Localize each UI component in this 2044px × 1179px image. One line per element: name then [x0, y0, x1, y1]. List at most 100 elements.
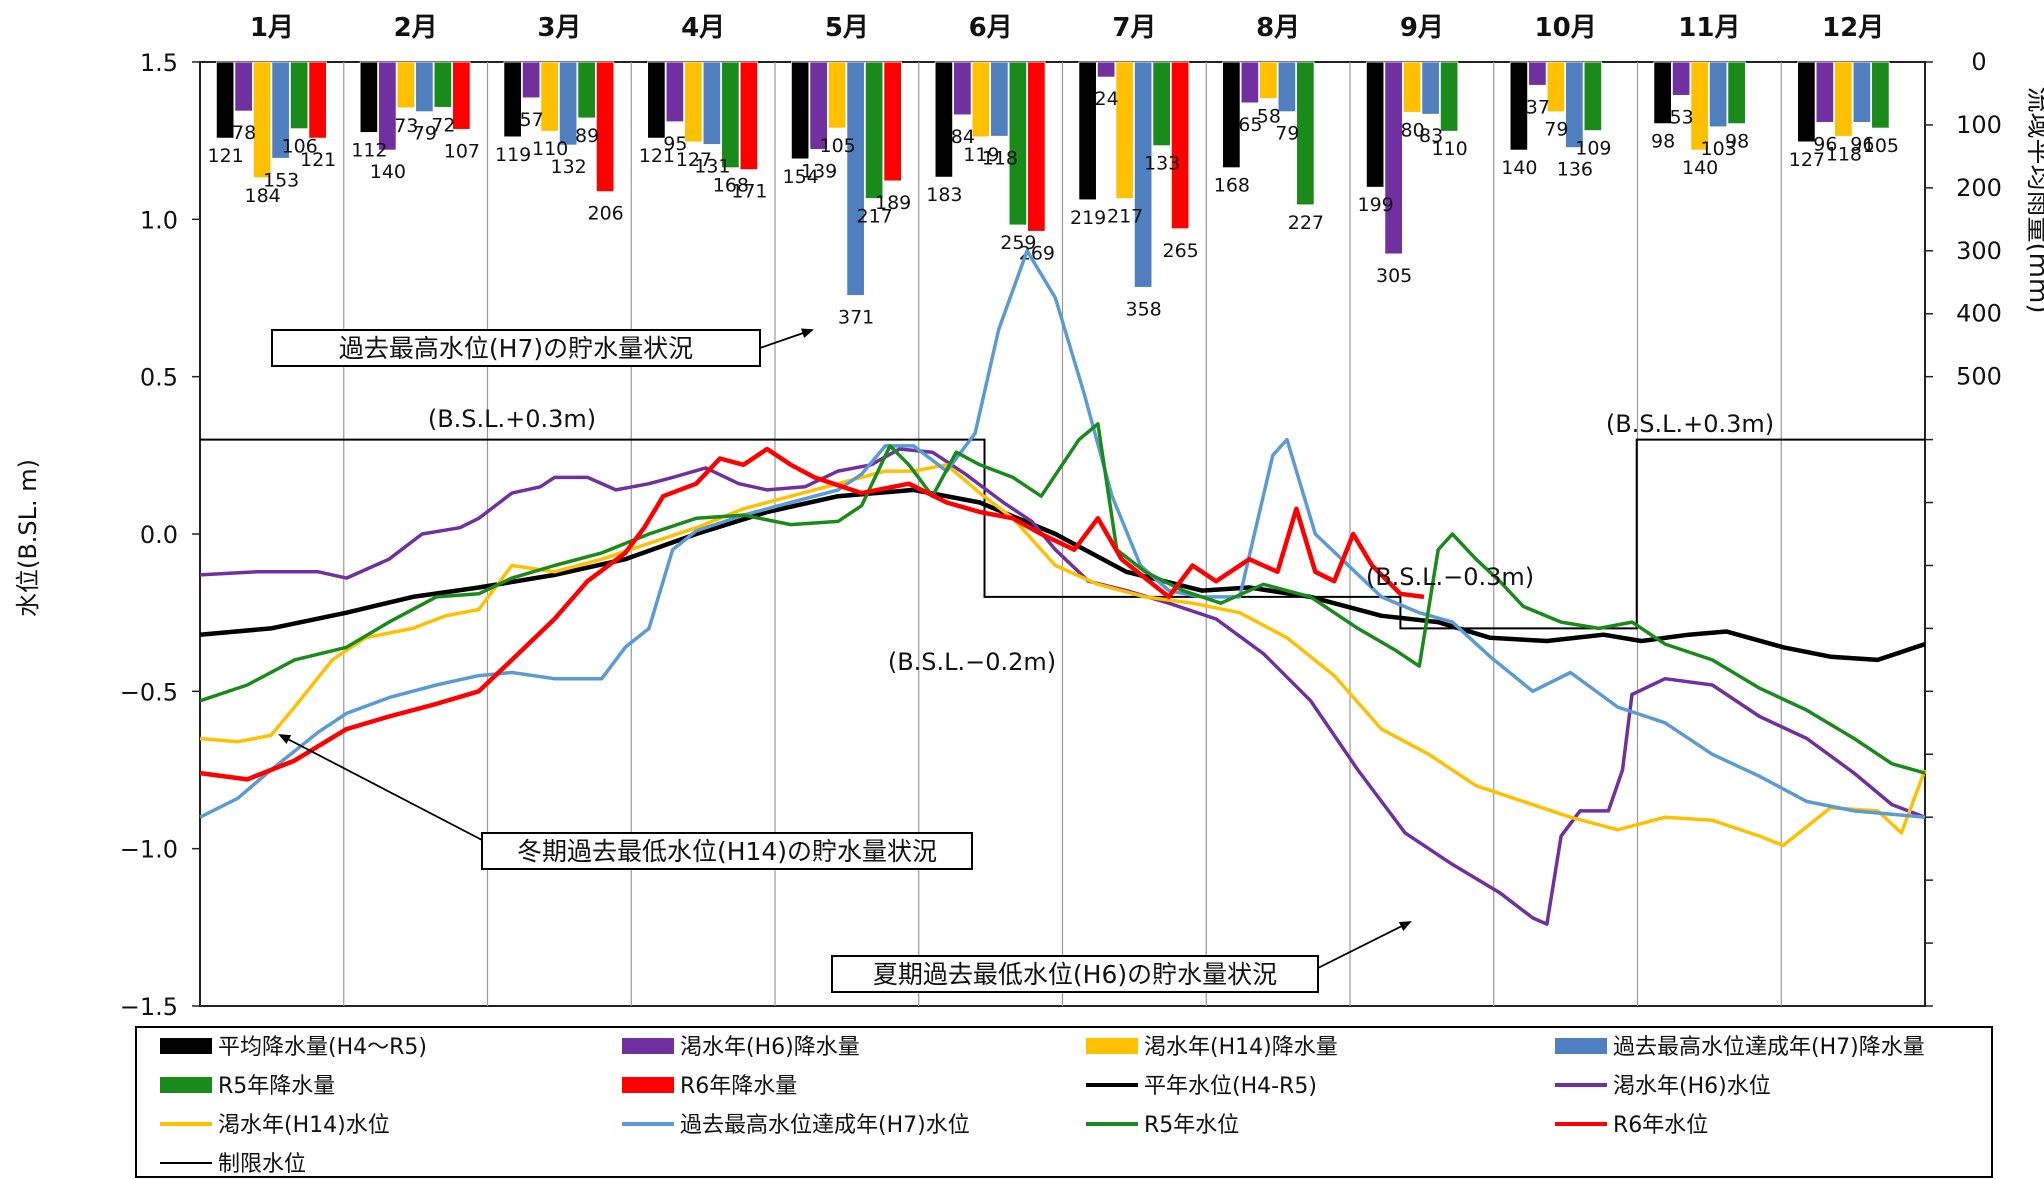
limit-annotation: (B.S.L.−0.2m)	[888, 648, 1056, 676]
right-tick-label: 200	[1956, 174, 2002, 202]
legend-label: 過去最高水位達成年(H7)降水量	[1613, 1035, 1925, 1060]
rain-bar-label: 109	[1575, 138, 1611, 160]
rain-bar	[1241, 62, 1259, 103]
legend-label: 渇水年(H14)降水量	[1144, 1035, 1338, 1060]
rain-bar-label: 79	[1544, 119, 1568, 141]
rain-bar	[1260, 62, 1278, 99]
left-tick-label: 0.5	[140, 364, 178, 392]
rain-bar-label: 139	[801, 160, 837, 182]
rain-bar-label: 153	[263, 169, 299, 191]
rain-bar-label: 171	[731, 181, 767, 203]
month-label: 5月	[825, 13, 869, 43]
legend-label: R6年水位	[1613, 1113, 1708, 1138]
rain-bar-label: 371	[838, 306, 874, 328]
legend-swatch	[622, 1077, 674, 1093]
rain-bar-label: 140	[1682, 157, 1718, 179]
rain-bar-label: 136	[1557, 159, 1593, 181]
rain-bar-label: 72	[431, 114, 455, 136]
rain-bar-label: 79	[1275, 123, 1299, 145]
callout-text: 過去最高水位(H7)の貯水量状況	[339, 334, 693, 363]
limit-annotation: (B.S.L.−0.3m)	[1366, 563, 1534, 591]
rain-bar-label: 37	[1526, 96, 1550, 118]
rain-bar-label: 98	[1651, 131, 1675, 153]
rain-bar-label: 189	[875, 192, 911, 214]
rain-bar-label: 183	[926, 184, 962, 206]
rain-bar	[1422, 62, 1440, 114]
rain-bar	[290, 62, 308, 129]
rain-bar	[666, 62, 684, 122]
rain-bar-label: 118	[982, 147, 1018, 169]
rain-bar-label: 105	[819, 135, 855, 157]
rain-bar	[416, 62, 434, 112]
legend-label: 平年水位(H4-R5)	[1144, 1074, 1317, 1099]
rain-bar	[1584, 62, 1602, 131]
rain-bar	[397, 62, 415, 108]
rain-bar	[828, 62, 846, 128]
rain-bar	[935, 62, 953, 177]
right-tick-label: 500	[1956, 363, 2002, 391]
left-tick-label: 0.0	[140, 521, 178, 549]
rain-bar	[1798, 62, 1816, 142]
rain-bar-label: 105	[1863, 135, 1899, 157]
month-label: 6月	[969, 13, 1013, 43]
limit-annotation: (B.S.L.+0.3m)	[1606, 410, 1774, 438]
rain-bar	[685, 62, 703, 142]
right-tick-label: 400	[1956, 300, 2002, 328]
legend-swatch	[160, 1038, 212, 1054]
rain-bar	[253, 62, 271, 178]
rain-bar	[578, 62, 596, 118]
rain-bar	[648, 62, 666, 138]
rain-bar	[954, 62, 972, 115]
rain-bar-label: 110	[1431, 138, 1467, 160]
right-tick-label: 0	[1971, 48, 1986, 76]
rain-bar	[847, 62, 865, 295]
left-tick-label: 1.0	[140, 206, 178, 234]
rain-bar-label: 133	[1144, 153, 1180, 175]
legend-label: R5年降水量	[218, 1074, 335, 1099]
rain-bar-label: 112	[351, 139, 387, 161]
rain-bar-label: 98	[1725, 131, 1749, 153]
rain-bar	[522, 62, 540, 98]
limit-annotation: (B.S.L.+0.3m)	[428, 405, 596, 433]
rain-bar-label: 107	[444, 140, 480, 162]
rain-bar-label: 168	[1214, 175, 1250, 197]
rain-bar	[1728, 62, 1746, 124]
legend-label: 渇水年(H14)水位	[218, 1113, 390, 1138]
rain-bar	[1009, 62, 1027, 225]
rain-bar	[991, 62, 1009, 136]
legend-label: 平均降水量(H4〜R5)	[218, 1035, 427, 1060]
month-label: 9月	[1400, 13, 1444, 43]
rain-bar	[309, 62, 327, 138]
month-label: 4月	[681, 13, 725, 43]
rain-bar-label: 57	[520, 109, 544, 131]
rain-bar	[884, 62, 902, 181]
legend-label: 制限水位	[218, 1152, 306, 1177]
rain-bar-label: 140	[1501, 157, 1537, 179]
month-label: 7月	[1112, 13, 1156, 43]
rain-bar-label: 199	[1357, 194, 1393, 216]
month-label: 2月	[394, 13, 438, 43]
rain-bar-label: 305	[1376, 265, 1412, 287]
rain-bar-label: 119	[495, 144, 531, 166]
month-label: 10月	[1535, 13, 1597, 43]
rain-bar-label: 89	[575, 125, 599, 147]
rain-bar-label: 358	[1125, 298, 1161, 320]
left-tick-label: −1.0	[120, 836, 178, 864]
rain-bar	[1672, 62, 1690, 95]
right-axis-label: 流域平均雨量(mm)	[2023, 87, 2044, 314]
rain-bar-label: 121	[300, 149, 336, 171]
rain-bar	[1153, 62, 1171, 146]
callout-text: 冬期過去最低水位(H14)の貯水量状況	[517, 837, 937, 866]
left-tick-label: −1.5	[120, 993, 178, 1021]
month-label: 11月	[1678, 13, 1740, 43]
rain-bar-label: 219	[1070, 207, 1106, 229]
rain-bar	[1097, 62, 1115, 77]
rain-bar-label: 217	[1107, 206, 1143, 228]
rain-bar	[1403, 62, 1421, 112]
month-label: 3月	[537, 13, 581, 43]
legend-label: R6年降水量	[680, 1074, 797, 1099]
rain-bar	[1278, 62, 1296, 112]
rain-bar	[1816, 62, 1834, 122]
rain-bar	[360, 62, 378, 132]
